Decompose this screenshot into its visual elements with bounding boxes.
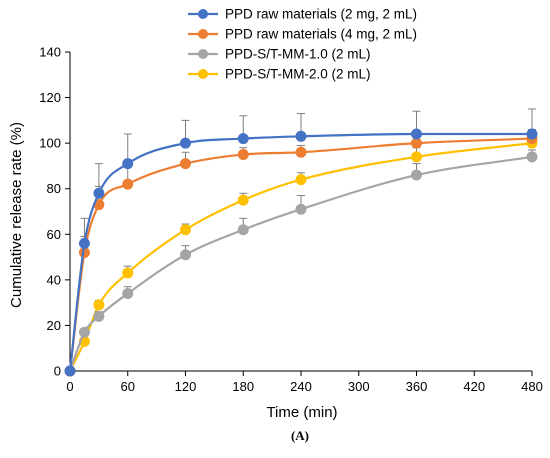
data-point <box>411 169 422 181</box>
data-point <box>93 187 105 199</box>
legend-label: PPD raw materials (4 mg, 2 mL) <box>225 27 417 42</box>
y-tick-label: 80 <box>47 181 61 196</box>
data-point <box>93 299 105 311</box>
y-tick-label: 100 <box>39 136 61 151</box>
x-tick-label: 180 <box>232 379 254 394</box>
x-tick-label: 60 <box>121 379 135 394</box>
data-point <box>237 133 249 145</box>
x-tick-label: 240 <box>290 379 312 394</box>
data-point <box>64 365 76 377</box>
y-tick-label: 120 <box>39 90 61 105</box>
data-point <box>180 224 191 236</box>
data-point <box>122 267 134 279</box>
legend-label: PPD-S/T-MM-2.0 (2 mL) <box>225 67 371 82</box>
data-point <box>78 326 90 338</box>
series-line <box>68 132 532 372</box>
legend-label: PPD raw materials (2 mg, 2 mL) <box>225 7 417 22</box>
legend-swatch-marker <box>198 69 208 79</box>
figure-caption: (A) <box>291 428 309 443</box>
data-point <box>122 178 134 190</box>
y-tick-label: 140 <box>39 45 61 60</box>
y-tick-label: 20 <box>47 318 61 333</box>
data-point <box>295 174 307 186</box>
data-point <box>122 288 134 300</box>
data-point <box>78 237 90 249</box>
x-tick-label: 420 <box>463 379 485 394</box>
data-point <box>411 137 422 149</box>
data-point <box>411 151 422 163</box>
data-point <box>122 158 134 170</box>
y-tick-label: 0 <box>54 364 61 379</box>
y-tick-label: 40 <box>47 272 61 287</box>
legend-swatch-marker <box>198 29 208 39</box>
series-3 <box>64 149 538 377</box>
data-point <box>526 128 538 140</box>
y-axis-label: Cumulative release rate (%) <box>8 122 25 308</box>
series-1 <box>64 108 538 377</box>
y-tick-label: 60 <box>47 227 61 242</box>
x-axis-label: Time (min) <box>266 404 337 421</box>
data-point <box>526 151 538 163</box>
data-point <box>180 249 191 261</box>
legend-swatch-marker <box>198 49 208 59</box>
x-tick-label: 300 <box>348 379 370 394</box>
legend-label: PPD-S/T-MM-1.0 (2 mL) <box>225 47 371 62</box>
data-point <box>411 128 422 140</box>
legend-swatch-marker <box>198 9 208 19</box>
data-point <box>295 146 307 158</box>
data-point <box>93 310 105 322</box>
data-point <box>180 137 191 149</box>
x-tick-label: 120 <box>175 379 197 394</box>
data-point <box>237 194 249 206</box>
series-4 <box>64 135 538 377</box>
x-tick-label: 0 <box>66 379 73 394</box>
x-tick-label: 360 <box>406 379 428 394</box>
data-point <box>295 203 307 215</box>
data-point <box>237 224 249 236</box>
data-point <box>295 130 307 142</box>
data-point <box>180 158 191 170</box>
x-tick-label: 480 <box>521 379 543 394</box>
data-point <box>237 149 249 161</box>
